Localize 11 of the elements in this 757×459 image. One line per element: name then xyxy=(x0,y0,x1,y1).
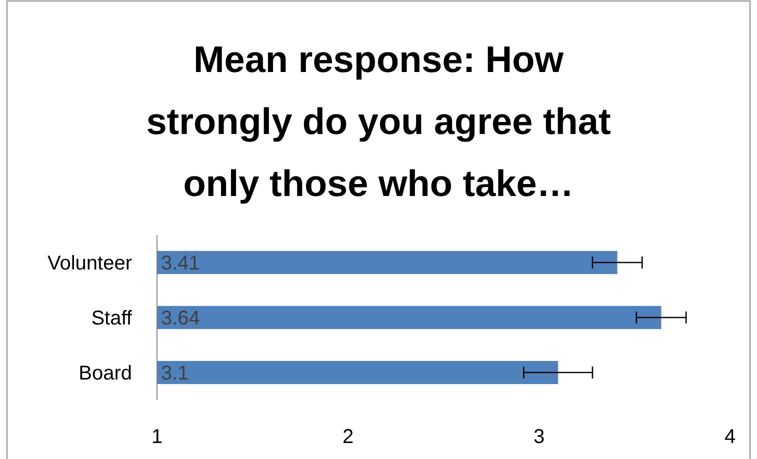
x-tick-label: 1 xyxy=(151,426,163,448)
data-label: 3.41 xyxy=(161,252,200,275)
data-label: 3.64 xyxy=(161,308,200,330)
chart-title: Mean response: How strongly do you agree that only those who take… xyxy=(146,39,611,204)
x-tick-label: 2 xyxy=(342,426,354,448)
y-tick-label: Staff xyxy=(91,308,132,330)
y-tick-label: Board xyxy=(78,362,132,385)
x-tick-label: 3 xyxy=(533,426,545,448)
x-tick-label: 4 xyxy=(724,426,736,448)
y-tick-label: Volunteer xyxy=(47,252,132,275)
data-label: 3.1 xyxy=(161,362,189,385)
